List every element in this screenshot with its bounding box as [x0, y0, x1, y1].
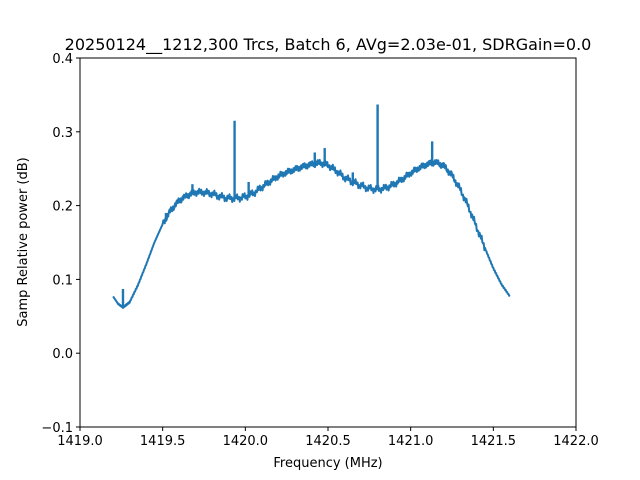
y-tick-label: 0.4	[52, 52, 73, 67]
series-line	[112, 158, 511, 309]
y-tick-label: 0.1	[52, 273, 73, 288]
y-tick-label: 0.2	[52, 200, 73, 215]
y-axis-label: Samp Relative power (dB)	[16, 157, 31, 326]
x-tick-label: 1419.5	[140, 434, 186, 449]
x-tick-label: 1420.5	[305, 434, 351, 449]
y-tick-label: 0.3	[52, 126, 73, 141]
x-tick-label: 1422.0	[553, 434, 599, 449]
y-axis-ticks: −0.1 0.0 0.1 0.2 0.3 0.4	[41, 52, 80, 436]
x-tick-label: 1421.0	[388, 434, 434, 449]
x-tick-label: 1420.0	[223, 434, 269, 449]
plot-layer	[112, 104, 511, 309]
x-tick-label: 1419.0	[57, 434, 103, 449]
chart-title: 20250124__1212,300 Trcs, Batch 6, AVg=2.…	[65, 35, 592, 55]
y-tick-label: 0.0	[52, 347, 73, 362]
x-tick-label: 1421.5	[471, 434, 517, 449]
y-tick-label: −0.1	[41, 421, 73, 436]
x-axis-label: Frequency (MHz)	[273, 456, 382, 471]
x-axis-ticks: 1419.0 1419.5 1420.0 1420.5 1421.0 1421.5 1422…	[57, 427, 599, 449]
